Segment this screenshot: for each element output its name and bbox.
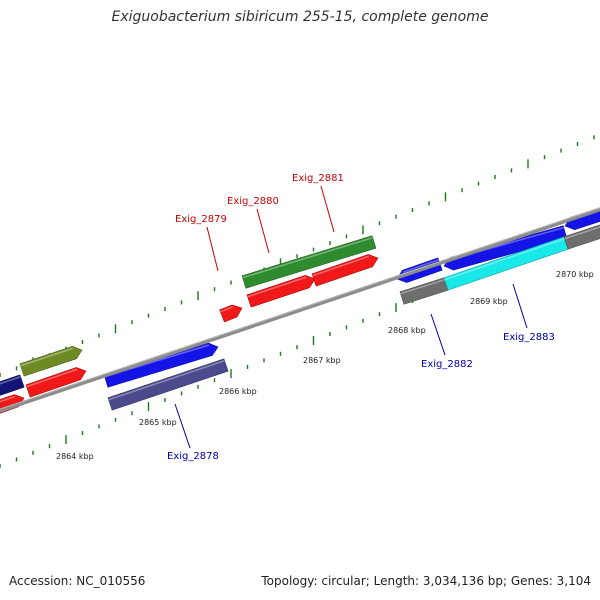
gene-arrow (219, 304, 243, 323)
gene-arrow-shine (444, 238, 565, 281)
gene-arrow-shine (20, 347, 74, 367)
gene-arrow (0, 374, 25, 399)
gene-arrow (107, 358, 229, 411)
gene-arrow-shine (108, 360, 225, 401)
scale-label: 2865 kbp (139, 418, 177, 427)
gene-arrow-shine (402, 259, 439, 273)
gene-label-leader (206, 226, 219, 272)
gene-arrow (563, 223, 600, 250)
gene-arrow-body (0, 374, 25, 399)
gene-arrow-shine (312, 255, 370, 277)
scale-label: 2869 kbp (470, 297, 508, 306)
gene-arrow (241, 235, 377, 289)
gene-arrow-body (241, 235, 377, 289)
gene-arrow-body (19, 346, 83, 377)
scale-label: 2867 kbp (303, 356, 341, 365)
scale-label: 2866 kbp (219, 387, 257, 396)
feature-labels: 2864 kbp 2865 kbp 2866 kbp 2867 kbp 2868 kbp… (56, 173, 594, 462)
gene-arrow-body (107, 358, 229, 411)
gene-arrow-body (311, 254, 379, 287)
gene-label: Exig_2882 (421, 359, 473, 370)
gene-arrow (246, 275, 316, 308)
gene-label-leader (256, 208, 270, 254)
backbone-highlight (0, 207, 600, 410)
gene-arrow-body (25, 367, 87, 398)
gene-arrow-body (219, 304, 243, 323)
gene-arrow-shine (0, 395, 16, 407)
map-title: Exiguobacterium sibiricum 255-15, comple… (111, 9, 489, 25)
gene-arrow-body (443, 225, 568, 271)
gene-arrow-shine (247, 276, 307, 298)
gene-label-leader (512, 283, 528, 329)
genome-backbone (0, 207, 600, 413)
gene-arrow-shine (0, 376, 21, 389)
gene-label: Exig_2881 (292, 173, 344, 184)
gene-label-leader (430, 313, 446, 356)
scale-label: 2868 kbp (388, 326, 426, 335)
gene-arrow (311, 254, 379, 287)
scale-label: 2864 kbp (56, 452, 94, 461)
gene-arrow-shine (564, 225, 600, 240)
gene-arrow-body (563, 223, 600, 250)
genome-summary-text: Topology: circular; Length: 3,034,136 bp… (261, 574, 591, 588)
gene-arrow-shine (220, 306, 234, 313)
scale-label: 2870 kbp (556, 270, 594, 279)
accession-text: Accession: NC_010556 (9, 574, 146, 588)
gene-arrow-shine (242, 236, 373, 279)
gene-label: Exig_2880 (227, 196, 279, 207)
backbone-line (0, 207, 600, 413)
gene-label-leader (174, 403, 191, 449)
gene-arrow-shine (26, 368, 78, 388)
gene-label-leader (320, 185, 335, 233)
gene-label: Exig_2879 (175, 214, 227, 225)
gene-arrow-body (246, 275, 316, 308)
gene-arrow (19, 346, 83, 377)
gene-label: Exig_2883 (503, 332, 555, 343)
gene-arrow-shine (400, 278, 445, 295)
gene-label: Exig_2878 (167, 451, 219, 462)
gene-arrow (25, 367, 87, 398)
